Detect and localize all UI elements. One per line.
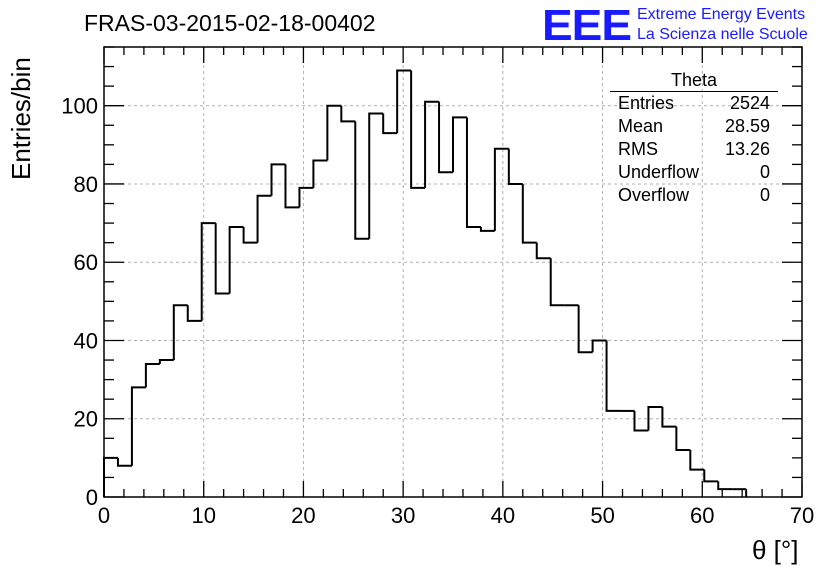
stats-value: 2524 — [729, 93, 770, 113]
histogram-bin — [465, 117, 481, 228]
histogram-bin — [242, 227, 258, 244]
histogram-bin — [605, 340, 621, 412]
eee-logo: EEE — [542, 0, 632, 50]
histogram-bin — [186, 305, 202, 322]
histogram-bin — [689, 450, 705, 471]
histogram-bin — [130, 386, 146, 466]
y-tick-label: 80 — [74, 172, 98, 197]
histogram-bin — [549, 258, 565, 307]
histogram-bin — [103, 456, 118, 497]
plot-frame — [103, 46, 803, 498]
stats-label: Entries — [618, 93, 675, 113]
histogram-bin — [410, 70, 426, 189]
logo-line-2: La Scienza nelle Scuole — [637, 26, 808, 43]
y-tick-label: 0 — [86, 485, 98, 510]
histogram-bin — [298, 186, 314, 208]
histogram-bin — [535, 242, 551, 260]
histogram-bin — [703, 469, 719, 483]
y-axis-label: Entries/bin — [6, 57, 36, 180]
histogram-bin — [424, 100, 440, 188]
y-tick-label: 40 — [74, 328, 98, 353]
histogram-bin — [675, 426, 691, 452]
stats-value: 0 — [759, 185, 770, 205]
stats-row-overflow: Overflow 0 — [610, 184, 778, 207]
histogram-bin — [507, 148, 523, 185]
histogram-bin — [200, 222, 216, 321]
stats-value: 28.59 — [724, 116, 770, 136]
histogram-bin — [591, 339, 607, 353]
stats-row-mean: Mean 28.59 — [610, 115, 778, 138]
chart-title: FRAS-03-2015-02-18-00402 — [84, 10, 376, 36]
y-tick-label: 20 — [74, 407, 98, 432]
histogram-bin — [326, 104, 342, 161]
histogram-bin — [158, 359, 174, 364]
histogram-bin — [354, 121, 370, 240]
histogram-bin — [521, 183, 537, 244]
x-tick-label: 60 — [690, 503, 714, 528]
histogram-bin — [479, 227, 495, 232]
logo-line-1: Extreme Energy Events — [637, 6, 806, 23]
y-tick-label: 60 — [74, 250, 98, 275]
histogram-bin — [116, 457, 132, 467]
histogram-bin — [633, 410, 649, 432]
histogram-bin — [577, 305, 593, 354]
histogram-bin — [312, 159, 328, 188]
stats-label: Underflow — [618, 162, 700, 182]
stats-row-rms: RMS 13.26 — [610, 138, 778, 161]
x-tick-label: 70 — [790, 503, 814, 528]
histogram-bin — [340, 105, 356, 123]
stats-value: 13.26 — [724, 139, 770, 159]
histogram-bin — [661, 407, 677, 428]
stats-box: Theta Entries 2524 Mean 28.59 RMS 13.26 … — [610, 70, 778, 207]
histogram-bin — [368, 112, 384, 239]
histogram-bin — [493, 147, 509, 231]
histogram-bin — [144, 362, 160, 388]
histogram-bin — [270, 163, 286, 196]
stats-label: Mean — [618, 116, 664, 136]
stats-label: Overflow — [618, 185, 690, 205]
x-tick-label: 20 — [291, 503, 315, 528]
stats-row-entries: Entries 2524 — [610, 92, 778, 115]
histogram-bin — [452, 116, 467, 173]
histogram-bin — [396, 69, 412, 134]
histogram-bin — [382, 113, 398, 135]
x-tick-label: 40 — [491, 503, 515, 528]
stats-box-title: Theta — [610, 70, 778, 92]
histogram-bin — [228, 226, 244, 294]
stats-row-underflow: Underflow 0 — [610, 161, 778, 184]
x-tick-label: 10 — [191, 503, 215, 528]
stats-label: RMS — [618, 139, 658, 159]
stats-value: 0 — [759, 162, 770, 182]
x-tick-label: 50 — [590, 503, 614, 528]
histogram-bin — [647, 406, 663, 431]
x-tick-label: 0 — [98, 503, 110, 528]
x-tick-label: 30 — [391, 503, 415, 528]
y-tick-label: 100 — [61, 94, 98, 119]
x-axis-label: θ [°] — [752, 535, 799, 565]
histogram-bin — [214, 223, 230, 295]
histogram-bin — [172, 304, 188, 361]
histogram-bin — [284, 164, 300, 209]
histogram-bin — [717, 481, 733, 491]
histogram-bin — [256, 194, 272, 243]
histogram-bin — [438, 101, 453, 174]
